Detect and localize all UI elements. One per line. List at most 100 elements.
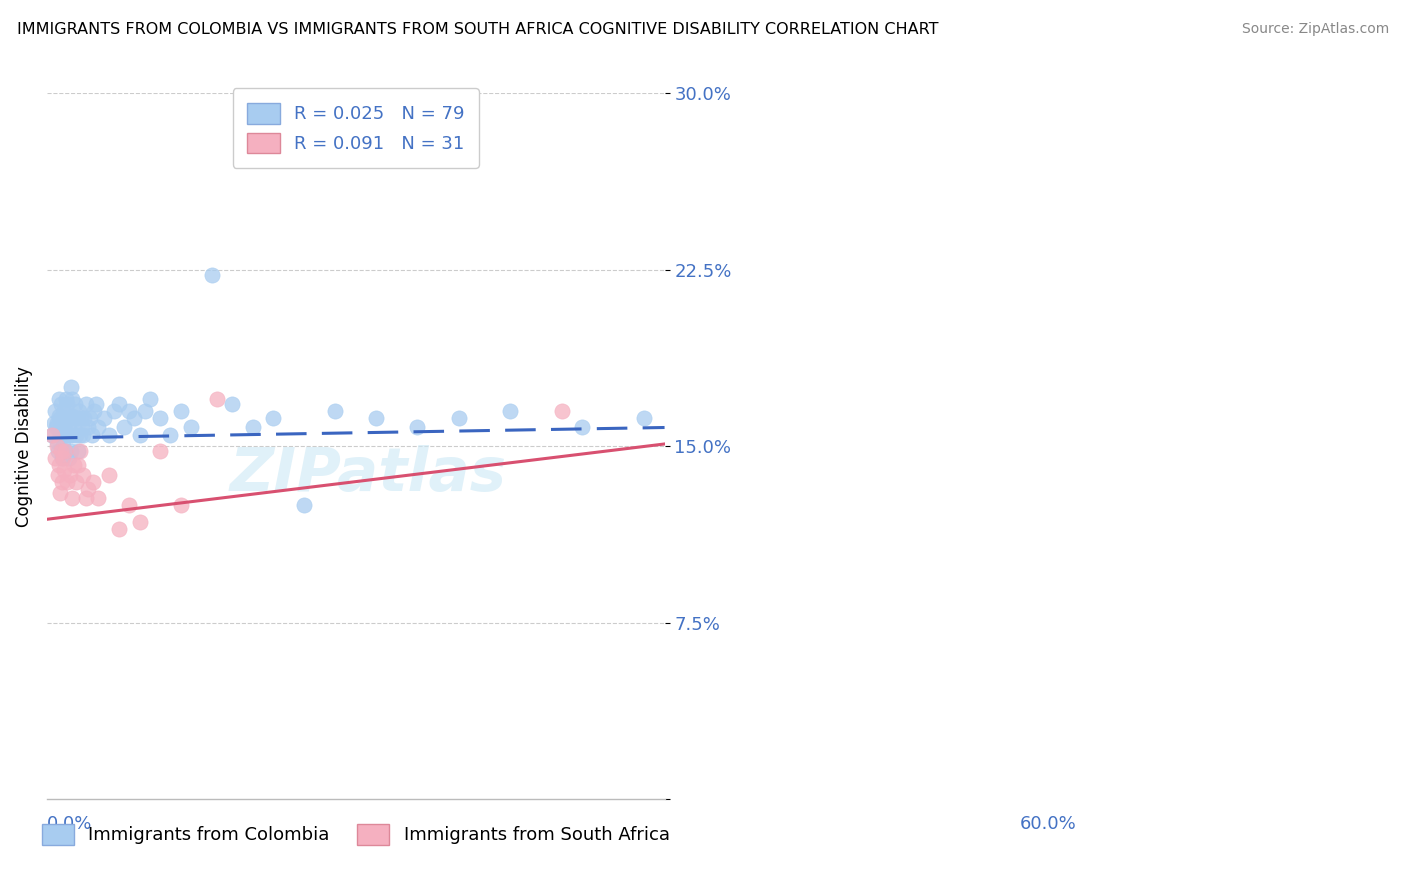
Point (53, 463, 76, 477)
Point (58, 420, 80, 434)
Point (53, 404, 76, 418)
Text: 60.0%: 60.0% (1019, 814, 1077, 833)
Point (48, 458, 70, 472)
Point (108, 397, 131, 411)
Point (55, 444, 77, 458)
Point (65, 475, 87, 489)
Point (51, 420, 73, 434)
Point (59, 444, 82, 458)
Point (52, 411, 75, 425)
Point (58, 451, 80, 466)
Point (242, 420, 264, 434)
Point (97, 467, 120, 482)
Point (44, 451, 66, 466)
Point (75, 397, 97, 411)
Point (60, 392, 83, 407)
Point (73, 411, 96, 425)
Point (45, 420, 67, 434)
Point (62, 411, 84, 425)
Point (70, 411, 93, 425)
Point (139, 392, 162, 407)
Point (42, 416, 65, 430)
Text: ZIPatlas: ZIPatlas (229, 445, 506, 504)
Point (51, 444, 73, 458)
Point (571, 420, 593, 434)
Point (108, 522, 131, 536)
Point (323, 404, 346, 418)
Point (63, 397, 86, 411)
Point (48, 409, 70, 423)
Text: Source: ZipAtlas.com: Source: ZipAtlas.com (1241, 22, 1389, 37)
Point (180, 420, 202, 434)
Point (62, 427, 84, 442)
Point (60, 491, 83, 505)
Point (124, 411, 146, 425)
Point (128, 515, 150, 529)
Point (51, 475, 73, 489)
Point (67, 404, 90, 418)
Y-axis label: Cognitive Disability: Cognitive Disability (15, 366, 32, 527)
Point (66, 444, 89, 458)
Point (112, 420, 135, 434)
Point (69, 444, 91, 458)
Point (103, 404, 125, 418)
Point (58, 467, 80, 482)
Point (149, 444, 172, 458)
Point (170, 404, 193, 418)
Point (84, 397, 107, 411)
Point (87, 420, 110, 434)
Point (56, 475, 79, 489)
Point (52, 439, 75, 453)
Point (75, 491, 97, 505)
Point (51, 397, 73, 411)
Text: IMMIGRANTS FROM COLOMBIA VS IMMIGRANTS FROM SOUTH AFRICA COGNITIVE DISABILITY CO: IMMIGRANTS FROM COLOMBIA VS IMMIGRANTS F… (17, 22, 938, 37)
Point (51, 451, 73, 466)
Point (82, 427, 104, 442)
Point (53, 420, 76, 434)
Point (72, 467, 94, 482)
Point (49, 486, 72, 500)
Point (65, 427, 87, 442)
Point (55, 427, 77, 442)
Point (205, 392, 228, 407)
Point (52, 451, 75, 466)
Point (46, 416, 69, 430)
Point (60, 409, 83, 423)
Point (66, 458, 89, 472)
Text: 0.0%: 0.0% (46, 814, 93, 833)
Point (62, 420, 84, 434)
Point (93, 411, 115, 425)
Point (69, 427, 91, 442)
Point (55, 444, 77, 458)
Point (406, 420, 429, 434)
Point (46, 444, 69, 458)
Point (46, 439, 69, 453)
Point (48, 392, 70, 407)
Point (41, 427, 63, 442)
Point (128, 427, 150, 442)
Point (46, 467, 69, 482)
Point (62, 458, 84, 472)
Point (55, 392, 77, 407)
Point (118, 498, 141, 512)
Point (200, 268, 222, 282)
Point (77, 482, 100, 496)
Point (55, 411, 77, 425)
Point (66, 411, 89, 425)
Point (83, 404, 105, 418)
Point (58, 411, 80, 425)
Point (56, 427, 79, 442)
Point (134, 404, 156, 418)
Legend: R = 0.025   N = 79, R = 0.091   N = 31: R = 0.025 N = 79, R = 0.091 N = 31 (232, 88, 479, 168)
Point (633, 411, 655, 425)
Point (118, 404, 141, 418)
Point (79, 411, 101, 425)
Point (46, 434, 69, 449)
Point (51, 427, 73, 442)
Point (170, 498, 193, 512)
Point (72, 427, 94, 442)
Point (499, 404, 522, 418)
Point (292, 498, 315, 512)
Point (159, 427, 181, 442)
Point (82, 475, 104, 489)
